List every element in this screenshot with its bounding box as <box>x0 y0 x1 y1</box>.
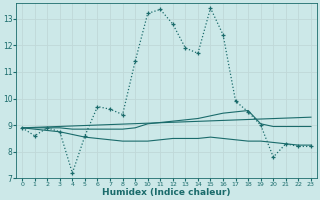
X-axis label: Humidex (Indice chaleur): Humidex (Indice chaleur) <box>102 188 231 197</box>
